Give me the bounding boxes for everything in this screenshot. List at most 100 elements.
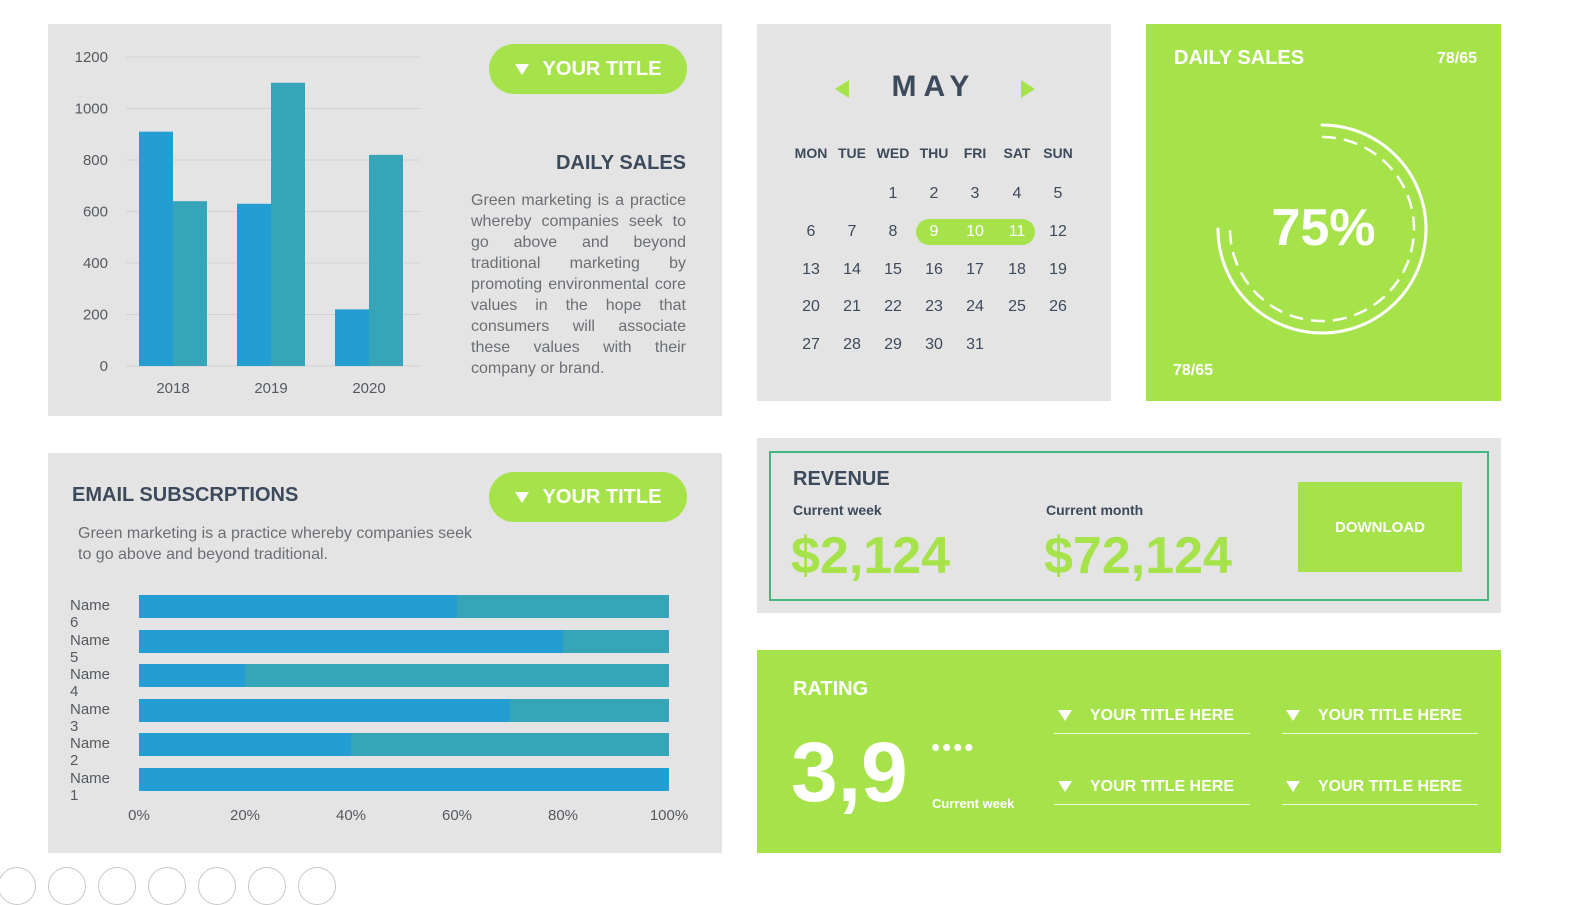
- calendar-day[interactable]: 6: [806, 223, 816, 240]
- triangle-down-icon: [514, 491, 529, 503]
- calendar-day[interactable]: 16: [925, 261, 943, 278]
- weekday-mon: MON: [794, 145, 828, 161]
- gauge-progress-arc: [1216, 123, 1428, 335]
- calendar-panel: MAY MON TUE WED THU FRI SAT SUN 1 2 3 4 5 6 7 8 9 10 11 12…: [757, 24, 1111, 401]
- x-tick-label: 2019: [254, 380, 287, 397]
- calendar-day[interactable]: 12: [1049, 223, 1067, 240]
- bar-name-6-remainder: [139, 595, 669, 618]
- selected-range-highlight: [916, 219, 1035, 245]
- calendar-day[interactable]: 2: [929, 185, 939, 202]
- daily-sales-chart-panel: 0 200 400 600 800 1000 1200 2018 2019 2020 YOUR T…: [48, 24, 722, 416]
- calendar-day[interactable]: 21: [843, 298, 861, 315]
- camera-tool-button[interactable]: [248, 867, 286, 905]
- y-tick-label: 0: [100, 358, 108, 375]
- your-title-pill[interactable]: YOUR TITLE: [489, 44, 687, 94]
- triangle-down-icon: [1058, 710, 1072, 721]
- grid-tool-button[interactable]: [98, 867, 136, 905]
- calendar-day[interactable]: 14: [843, 261, 861, 278]
- bar-category-label: Name 5: [70, 631, 111, 666]
- calendar-day[interactable]: 4: [1012, 185, 1022, 202]
- current-month-value: $72,124: [1044, 527, 1232, 585]
- calendar-day[interactable]: 22: [884, 298, 902, 315]
- x-tick-label: 100%: [649, 807, 689, 824]
- current-week-label: Current week: [793, 502, 882, 518]
- bar-name-1-remainder: [139, 767, 669, 791]
- calendar-day[interactable]: 11: [1008, 223, 1026, 240]
- y-tick-label: 800: [83, 152, 108, 169]
- prev-month-button[interactable]: [835, 80, 849, 98]
- calendar-day[interactable]: 26: [1049, 298, 1067, 315]
- calendar-day[interactable]: 27: [802, 336, 820, 353]
- x-tick-label: 0%: [128, 807, 150, 824]
- rating-sub-label: Current week: [932, 796, 1015, 811]
- calendar-day[interactable]: 1: [888, 185, 898, 202]
- calendar-day[interactable]: 9: [929, 223, 939, 240]
- gauge-title: DAILY SALES: [1174, 47, 1305, 69]
- email-description: Green marketing is a practice whereby co…: [78, 525, 472, 563]
- email-your-title-pill[interactable]: YOUR TITLE: [489, 472, 687, 522]
- calendar-day[interactable]: 23: [925, 298, 943, 315]
- pill-label: YOUR TITLE: [542, 485, 662, 508]
- next-month-button[interactable]: [1021, 80, 1035, 98]
- calendar-day[interactable]: 28: [843, 336, 861, 353]
- rating-item-label: YOUR TITLE HERE: [1090, 777, 1235, 795]
- calendar-day[interactable]: 18: [1008, 261, 1026, 278]
- bar-name-5-remainder: [139, 629, 669, 653]
- x-tick-label: 2018: [156, 380, 189, 397]
- x-tick-label: 80%: [547, 807, 579, 824]
- gauge-ring: [1216, 123, 1428, 335]
- rating-title-item-2[interactable]: YOUR TITLE HERE: [1282, 698, 1478, 734]
- zoom-tool-button[interactable]: [148, 867, 186, 905]
- y-tick-label: 1200: [75, 49, 108, 66]
- calendar-day[interactable]: 7: [847, 223, 857, 240]
- calendar-day[interactable]: 15: [884, 261, 902, 278]
- calendar-day[interactable]: 17: [966, 261, 984, 278]
- calendar-day[interactable]: 5: [1053, 185, 1063, 202]
- calendar-day[interactable]: 25: [1008, 298, 1026, 315]
- rating-dots: ••••: [931, 732, 976, 762]
- y-tick-label: 400: [83, 255, 108, 272]
- x-tick-label: 40%: [335, 807, 367, 824]
- pen-tool-button[interactable]: [48, 867, 86, 905]
- more-tool-button[interactable]: [298, 867, 336, 905]
- calendar-day[interactable]: 24: [966, 298, 984, 315]
- calendar-day[interactable]: 29: [884, 336, 902, 353]
- play-tool-button[interactable]: [0, 867, 36, 905]
- calendar-day[interactable]: 19: [1049, 261, 1067, 278]
- bar-name-4-value: [139, 664, 245, 687]
- bar-name-6-value: [139, 595, 457, 618]
- month-label: MAY: [891, 70, 977, 103]
- y-tick-label: 600: [83, 204, 108, 221]
- weekday-sat: SAT: [1003, 145, 1031, 161]
- bar-2019-series-1: [237, 203, 271, 366]
- pill-label: YOUR TITLE: [542, 57, 662, 80]
- y-tick-label: 200: [83, 307, 108, 324]
- revenue-frame: [769, 451, 1489, 601]
- rating-title-item-3[interactable]: YOUR TITLE HERE: [1054, 769, 1250, 805]
- calendar-day[interactable]: 8: [888, 223, 898, 240]
- current-week-value: $2,124: [791, 527, 951, 585]
- calendar-day[interactable]: 10: [966, 223, 984, 240]
- rating-panel: RATING 3,9 •••• Current week YOUR TITLE …: [757, 650, 1501, 853]
- gauge-percent: 75%: [1271, 199, 1376, 257]
- calendar-day[interactable]: 13: [802, 261, 820, 278]
- download-button[interactable]: DOWNLOAD: [1298, 482, 1462, 572]
- rating-title: RATING: [793, 678, 869, 700]
- rating-title-item-4[interactable]: YOUR TITLE HERE: [1282, 769, 1478, 805]
- triangle-down-icon: [1286, 710, 1300, 721]
- bar-2018-series-1: [139, 131, 173, 366]
- calendar-day[interactable]: 31: [966, 336, 984, 353]
- daily-sales-column-chart: 0 200 400 600 800 1000 1200 2018 2019 2020: [75, 49, 420, 397]
- triangle-down-icon: [1058, 781, 1072, 792]
- triangle-down-icon: [1286, 781, 1300, 792]
- revenue-title: REVENUE: [793, 468, 890, 490]
- bar-name-3-value: [139, 698, 510, 722]
- bar-category-label: Name 3: [70, 700, 111, 735]
- calendar-day[interactable]: 20: [802, 298, 820, 315]
- subtitle-tool-button[interactable]: [198, 867, 236, 905]
- x-tick-label: 2020: [352, 380, 385, 397]
- rating-title-item-1[interactable]: YOUR TITLE HERE: [1054, 698, 1250, 734]
- calendar-day[interactable]: 3: [970, 185, 980, 202]
- revenue-panel: REVENUE Current week $2,124 Current mont…: [757, 438, 1501, 613]
- calendar-day[interactable]: 30: [925, 336, 943, 353]
